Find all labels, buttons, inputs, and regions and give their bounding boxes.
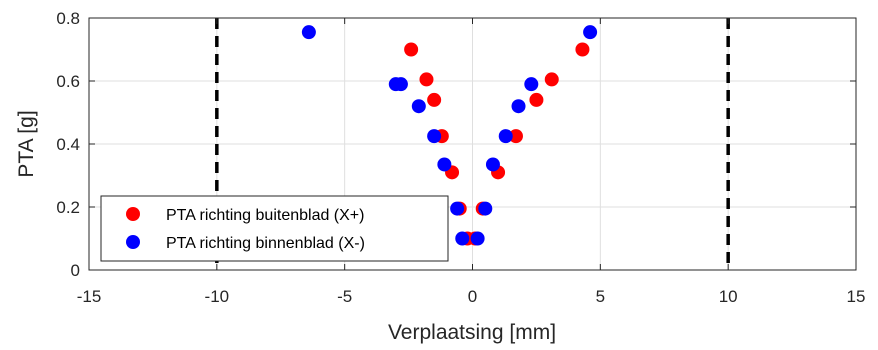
data-point-buitenblad	[427, 92, 442, 107]
data-point-buitenblad	[508, 129, 523, 144]
legend-box	[100, 195, 449, 262]
x-tick-label: -10	[205, 287, 230, 306]
legend-label-binnenblad: PTA richting binnenblad (X-)	[166, 235, 365, 252]
data-point-buitenblad	[419, 72, 434, 87]
data-point-binnenblad	[524, 77, 539, 92]
reference-lines	[215, 18, 730, 270]
y-tick-labels: 0 0.2 0.4 0.6 0.8	[56, 9, 80, 280]
data-points	[301, 25, 598, 246]
x-tick-label: 15	[847, 287, 866, 306]
data-point-binnenblad	[478, 201, 493, 216]
x-axis-title: Verplaatsing [mm]	[388, 321, 556, 344]
y-tick-label: 0.8	[56, 9, 80, 28]
x-tick-labels: -15 -10 -5 0 5 10 15	[77, 287, 866, 306]
x-tick-label: -15	[77, 287, 102, 306]
data-point-binnenblad	[411, 99, 426, 114]
y-tick-label: 0.4	[56, 135, 80, 154]
data-point-buitenblad	[529, 92, 544, 107]
data-point-binnenblad	[427, 129, 442, 144]
y-tick-label: 0.2	[56, 198, 80, 217]
data-point-binnenblad	[470, 231, 485, 246]
data-point-binnenblad	[450, 201, 465, 216]
x-tick-label: 5	[596, 287, 605, 306]
data-point-binnenblad	[583, 25, 598, 40]
legend-marker-binnenblad	[126, 235, 140, 249]
data-point-buitenblad	[404, 42, 419, 57]
axis-ticks	[88, 17, 857, 271]
data-point-binnenblad	[498, 129, 513, 144]
data-point-buitenblad	[575, 42, 590, 57]
y-axis-title: PTA [g]	[15, 110, 38, 177]
x-tick-label: 10	[719, 287, 738, 306]
data-point-binnenblad	[393, 77, 408, 92]
legend-marker-buitenblad	[126, 207, 140, 221]
legend-label-buitenblad: PTA richting buitenblad (X+)	[166, 207, 364, 224]
data-point-binnenblad	[455, 231, 470, 246]
data-point-binnenblad	[301, 25, 316, 40]
legend: PTA richting buitenblad (X+) PTA richtin…	[100, 195, 449, 262]
data-point-binnenblad	[485, 157, 500, 172]
data-point-binnenblad	[511, 99, 526, 114]
x-tick-label: 0	[468, 287, 477, 306]
y-tick-label: 0	[71, 261, 80, 280]
x-tick-label: -5	[337, 287, 352, 306]
data-point-buitenblad	[544, 72, 559, 87]
y-tick-label: 0.6	[56, 72, 80, 91]
data-point-binnenblad	[437, 157, 452, 172]
